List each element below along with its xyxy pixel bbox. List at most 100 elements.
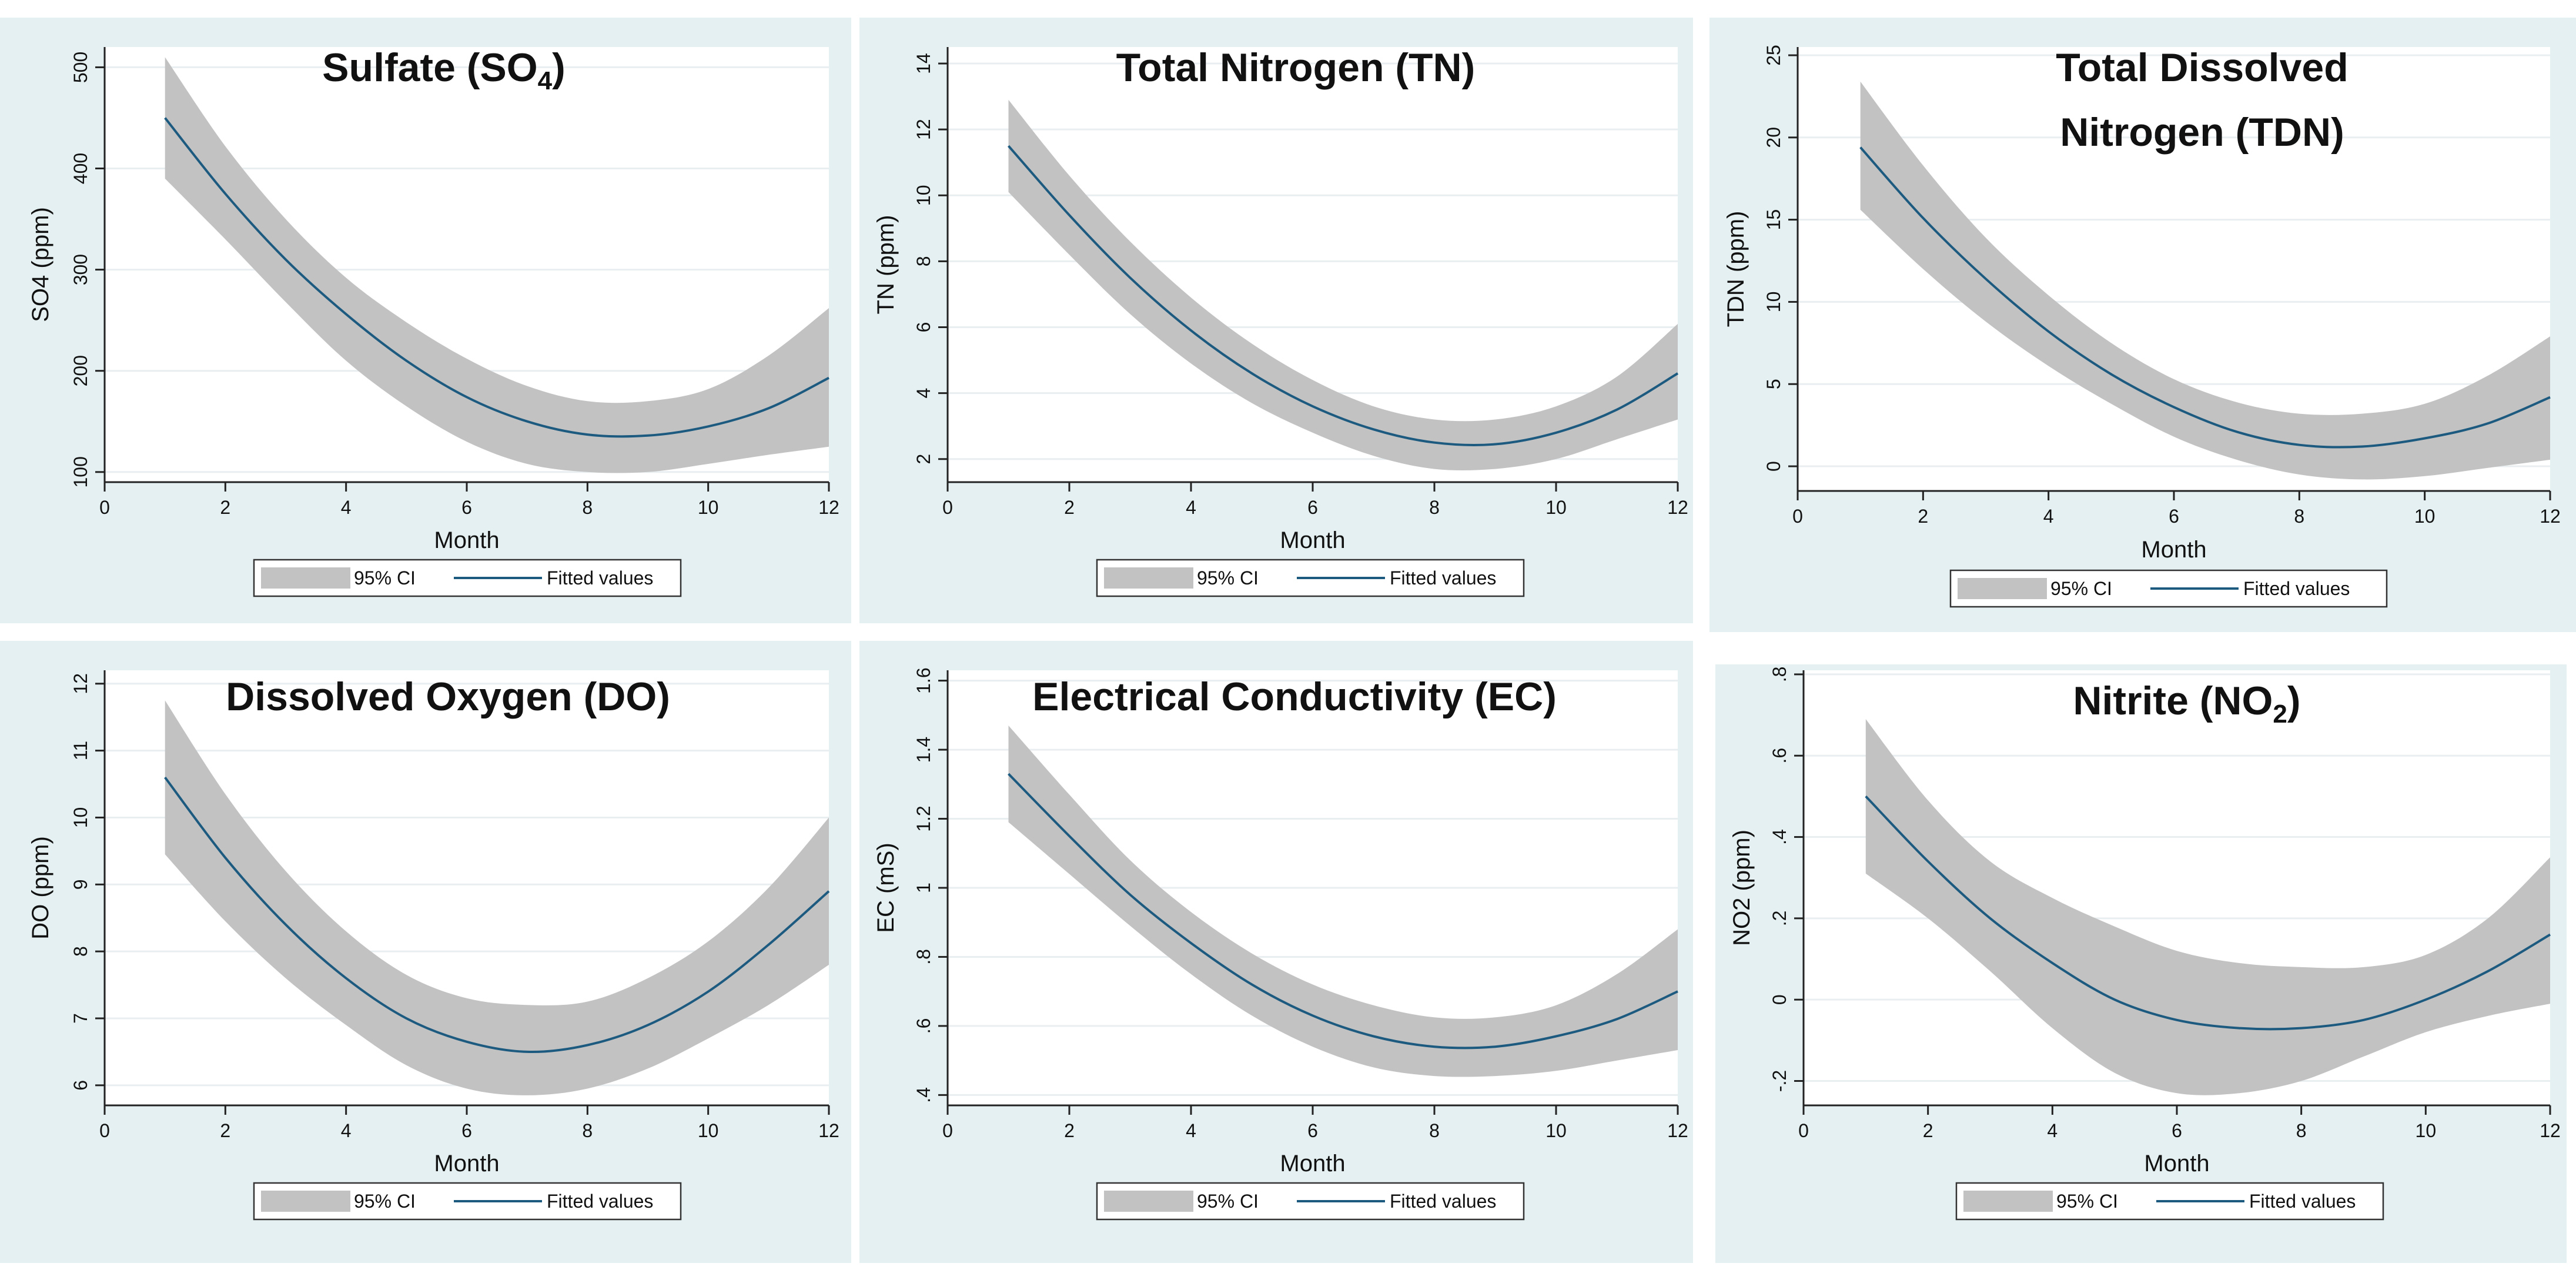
y-tick-label: 7 bbox=[70, 1013, 91, 1024]
y-tick-label: 15 bbox=[1763, 209, 1784, 230]
x-tick-label: 6 bbox=[2169, 506, 2179, 527]
x-tick-label: 0 bbox=[99, 497, 110, 518]
x-tick-label: 4 bbox=[2047, 1120, 2058, 1141]
legend-ci-swatch bbox=[261, 567, 350, 589]
y-tick-label: 2 bbox=[913, 454, 934, 464]
x-axis-title: Month bbox=[1280, 1151, 1345, 1177]
y-axis-title: TDN (ppm) bbox=[1723, 211, 1749, 327]
y-tick-label: .2 bbox=[1769, 911, 1790, 927]
y-tick-label: 500 bbox=[70, 52, 91, 83]
y-tick-label: 20 bbox=[1763, 127, 1784, 148]
legend-fit-label: Fitted values bbox=[1390, 1191, 1496, 1212]
chart-svg: 0 2 4 6 8 10 12 100 200 300 400 500 Month SO4 (ppm) Su… bbox=[28, 45, 839, 597]
x-tick-label: 2 bbox=[220, 1120, 230, 1141]
ci-band bbox=[1865, 719, 2550, 1095]
y-tick-label: 200 bbox=[70, 355, 91, 386]
y-tick-label: .4 bbox=[1769, 829, 1790, 845]
y-tick-label: 6 bbox=[70, 1080, 91, 1091]
x-tick-label: 4 bbox=[2043, 506, 2054, 527]
chart-svg: 0 2 4 6 8 10 12 6 7 8 9 10 11 12 Month DO (ppm) Dissolve… bbox=[28, 670, 839, 1221]
chart-svg: 0 2 4 6 8 10 12 .4 .6 .8 1 1.2 1.4 1.6 Month EC (mS) Ele… bbox=[873, 667, 1688, 1221]
y-tick-label: 8 bbox=[70, 946, 91, 957]
legend-ci-swatch bbox=[1958, 578, 2047, 599]
legend: 95% CI Fitted values bbox=[1949, 569, 2388, 608]
chart-title: Sulfate (SO4) bbox=[322, 45, 566, 95]
fitted-line bbox=[1865, 796, 2551, 1031]
y-tick-label: 9 bbox=[70, 879, 91, 890]
y-tick-label: 10 bbox=[1763, 292, 1784, 313]
y-tick-label: 8 bbox=[913, 256, 934, 266]
y-tick-label: 6 bbox=[913, 322, 934, 333]
x-tick-label: 6 bbox=[2172, 1120, 2182, 1141]
y-axis-title: DO (ppm) bbox=[28, 836, 53, 940]
x-tick-label: 2 bbox=[1064, 497, 1075, 518]
legend-fit-label: Fitted values bbox=[547, 567, 653, 589]
x-tick-label: 4 bbox=[1186, 497, 1196, 518]
x-tick-label: 12 bbox=[1667, 1120, 1688, 1141]
x-tick-label: 12 bbox=[2540, 506, 2561, 527]
legend-ci-swatch bbox=[1963, 1191, 2053, 1212]
y-axis-title: EC (mS) bbox=[873, 843, 899, 933]
y-axis-title: TN (ppm) bbox=[873, 215, 899, 315]
x-tick-label: 8 bbox=[2296, 1120, 2307, 1141]
ci-band bbox=[1860, 81, 2550, 480]
legend: 95% CI Fitted values bbox=[1955, 1182, 2384, 1221]
legend-fit-label: Fitted values bbox=[547, 1191, 653, 1212]
x-tick-label: 8 bbox=[2294, 506, 2304, 527]
y-tick-label: 1 bbox=[913, 883, 934, 893]
x-axis-title: Month bbox=[2141, 537, 2206, 563]
x-tick-label: 6 bbox=[461, 1120, 472, 1141]
y-tick-label: 1.6 bbox=[913, 667, 934, 693]
x-tick-label: 10 bbox=[698, 1120, 719, 1141]
y-tick-label: 1.2 bbox=[913, 806, 934, 831]
x-axis-title: Month bbox=[1280, 527, 1345, 553]
legend: 95% CI Fitted values bbox=[1096, 1182, 1525, 1221]
y-tick-label: 12 bbox=[913, 119, 934, 140]
x-tick-label: 8 bbox=[582, 1120, 593, 1141]
legend-ci-label: 95% CI bbox=[354, 1191, 416, 1212]
y-tick-label: 0 bbox=[1763, 461, 1784, 472]
legend-fit-label: Fitted values bbox=[2249, 1191, 2356, 1212]
y-tick-label: 11 bbox=[70, 741, 91, 760]
chart-svg: 0 2 4 6 8 10 12 0 5 10 15 20 25 Month TDN (ppm) Total D… bbox=[1723, 45, 2561, 608]
x-tick-label: 0 bbox=[942, 497, 953, 518]
y-tick-label: 10 bbox=[913, 185, 934, 206]
x-tick-label: 0 bbox=[1798, 1120, 1809, 1141]
y-tick-label: 4 bbox=[913, 388, 934, 399]
chart-title: Total Nitrogen (TN) bbox=[1116, 45, 1476, 90]
fitted-line bbox=[1008, 145, 1679, 446]
x-tick-label: 12 bbox=[1667, 497, 1688, 518]
chart-panel-do: 0 2 4 6 8 10 12 6 7 8 9 10 11 12 Month DO (ppm) Dissolve… bbox=[0, 641, 851, 1263]
x-tick-label: 8 bbox=[582, 497, 593, 518]
x-tick-label: 12 bbox=[818, 497, 839, 518]
y-tick-label: .8 bbox=[1769, 667, 1790, 683]
x-tick-label: 2 bbox=[1923, 1120, 1933, 1141]
y-tick-label: 12 bbox=[70, 673, 91, 694]
legend-ci-label: 95% CI bbox=[1197, 1191, 1259, 1212]
y-axis-title: SO4 (ppm) bbox=[28, 207, 53, 322]
y-tick-label: 14 bbox=[913, 53, 934, 74]
x-axis-title: Month bbox=[434, 1151, 499, 1177]
x-axis-title: Month bbox=[434, 527, 499, 553]
y-tick-label: 100 bbox=[70, 456, 91, 487]
fitted-line bbox=[1008, 773, 1678, 1050]
ci-band bbox=[1008, 99, 1678, 471]
legend-ci-swatch bbox=[261, 1191, 350, 1212]
x-tick-label: 4 bbox=[341, 497, 352, 518]
ci-band bbox=[1008, 726, 1678, 1077]
legend: 95% CI Fitted values bbox=[253, 559, 682, 597]
chart-panel-tdn: 0 2 4 6 8 10 12 0 5 10 15 20 25 Month TDN (ppm) Total D… bbox=[1709, 18, 2576, 632]
y-tick-label: 0 bbox=[1769, 994, 1790, 1005]
legend-ci-label: 95% CI bbox=[2050, 578, 2112, 599]
x-tick-label: 2 bbox=[1064, 1120, 1075, 1141]
x-tick-label: 10 bbox=[2414, 506, 2436, 527]
x-tick-label: 8 bbox=[1429, 497, 1440, 518]
y-tick-label: .6 bbox=[913, 1018, 934, 1034]
x-tick-label: 6 bbox=[1307, 497, 1318, 518]
y-tick-label: .6 bbox=[1769, 748, 1790, 764]
y-tick-label: 400 bbox=[70, 153, 91, 184]
chart-title-line2: Nitrogen (TDN) bbox=[2060, 110, 2344, 155]
legend-fit-label: Fitted values bbox=[2243, 578, 2350, 599]
fitted-line bbox=[164, 117, 829, 438]
ci-band bbox=[165, 700, 829, 1095]
